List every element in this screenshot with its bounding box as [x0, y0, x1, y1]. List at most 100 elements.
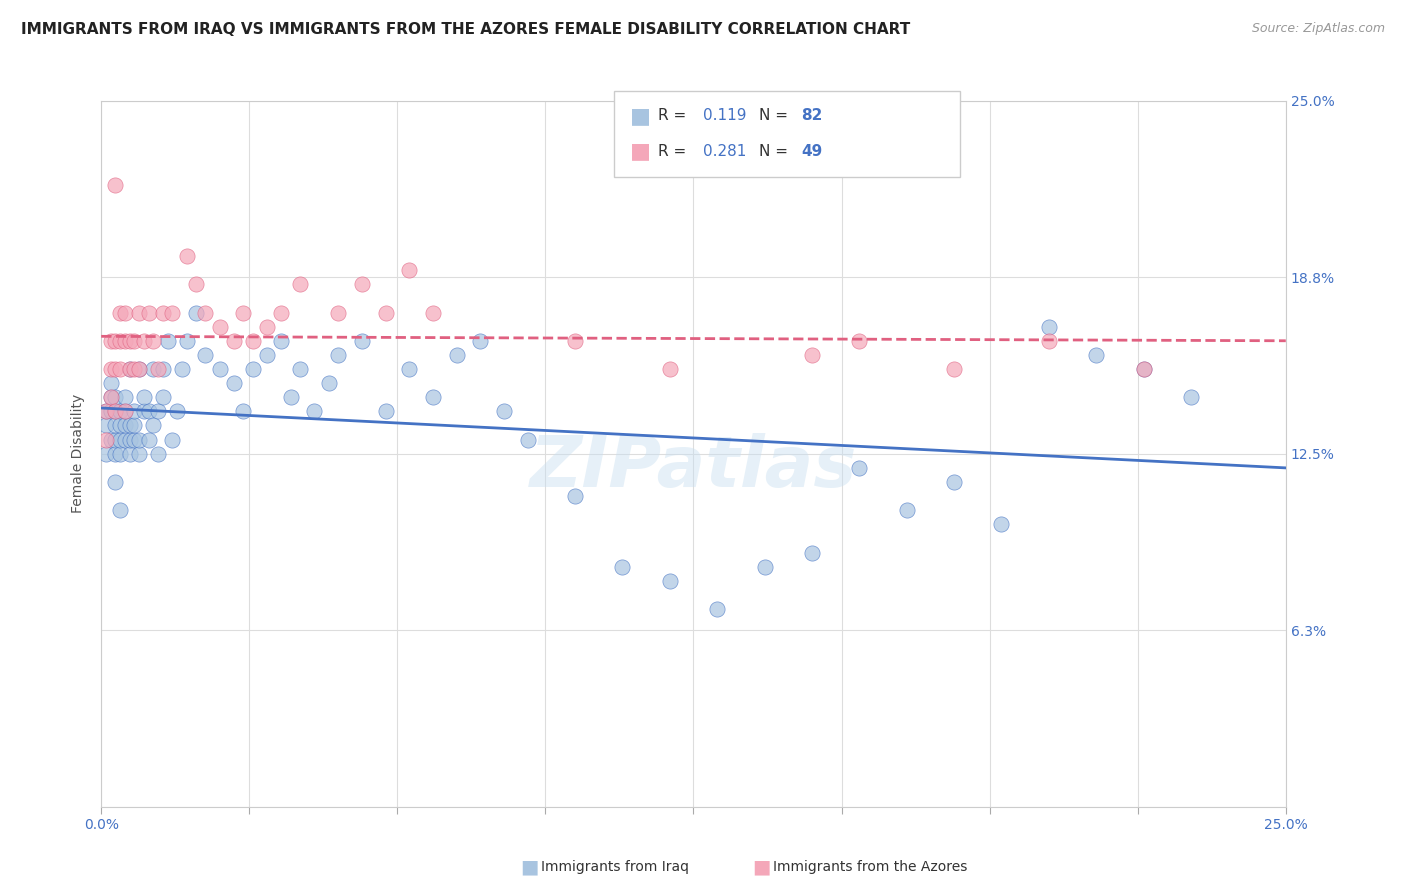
Point	[100, 390, 122, 404]
Point	[104, 404, 127, 418]
Point	[108, 418, 131, 433]
Point	[350, 334, 373, 348]
Point	[104, 390, 127, 404]
Text: 82: 82	[801, 109, 823, 123]
Point	[114, 305, 136, 319]
Text: Source: ZipAtlas.com: Source: ZipAtlas.com	[1251, 22, 1385, 36]
Point	[124, 404, 146, 418]
Point	[800, 545, 823, 559]
Text: ■: ■	[630, 142, 651, 161]
Point	[318, 376, 340, 390]
Point	[100, 362, 122, 376]
Text: N =: N =	[759, 109, 793, 123]
Point	[94, 418, 117, 433]
Point	[170, 362, 193, 376]
Point	[612, 559, 634, 574]
Point	[350, 277, 373, 292]
Point	[94, 404, 117, 418]
Point	[118, 433, 141, 447]
Point	[128, 433, 150, 447]
Point	[990, 517, 1012, 532]
Point	[94, 447, 117, 461]
Point	[896, 503, 918, 517]
Point	[142, 362, 165, 376]
Point	[326, 348, 349, 362]
Point	[290, 362, 312, 376]
Point	[658, 362, 681, 376]
Point	[114, 404, 136, 418]
Point	[422, 390, 444, 404]
Text: 49: 49	[801, 145, 823, 159]
Point	[142, 418, 165, 433]
Point	[943, 475, 966, 489]
Point	[280, 390, 302, 404]
Point	[374, 404, 396, 418]
Point	[658, 574, 681, 588]
Text: ZIPatlas: ZIPatlas	[530, 434, 858, 502]
Point	[146, 447, 169, 461]
Point	[242, 362, 264, 376]
Point	[706, 602, 728, 616]
Text: Immigrants from Iraq: Immigrants from Iraq	[541, 860, 689, 874]
Point	[564, 334, 586, 348]
Point	[176, 249, 198, 263]
Point	[138, 404, 160, 418]
Point	[492, 404, 515, 418]
Point	[142, 334, 165, 348]
Text: ■: ■	[752, 857, 770, 877]
Y-axis label: Female Disability: Female Disability	[72, 394, 86, 513]
Point	[124, 334, 146, 348]
Point	[108, 433, 131, 447]
Point	[104, 475, 127, 489]
Point	[146, 404, 169, 418]
Point	[194, 305, 217, 319]
Text: 0.119: 0.119	[703, 109, 747, 123]
Point	[398, 362, 420, 376]
Text: Immigrants from the Azores: Immigrants from the Azores	[773, 860, 967, 874]
Point	[242, 334, 264, 348]
Point	[152, 362, 174, 376]
Point	[104, 433, 127, 447]
Point	[114, 433, 136, 447]
Point	[104, 404, 127, 418]
Point	[108, 404, 131, 418]
Point	[128, 447, 150, 461]
Point	[100, 376, 122, 390]
Point	[94, 433, 117, 447]
Text: N =: N =	[759, 145, 793, 159]
Point	[138, 433, 160, 447]
Point	[270, 334, 292, 348]
Point	[1085, 348, 1108, 362]
Point	[162, 305, 184, 319]
Point	[108, 305, 131, 319]
Point	[166, 404, 188, 418]
Point	[516, 433, 538, 447]
Point	[152, 390, 174, 404]
Point	[1132, 362, 1154, 376]
Text: ■: ■	[520, 857, 538, 877]
Point	[124, 362, 146, 376]
Point	[156, 334, 179, 348]
Point	[564, 489, 586, 503]
Point	[270, 305, 292, 319]
Point	[138, 305, 160, 319]
Text: R =: R =	[658, 145, 692, 159]
Point	[114, 404, 136, 418]
Point	[290, 277, 312, 292]
Point	[128, 362, 150, 376]
Point	[1038, 319, 1060, 334]
Text: 0.281: 0.281	[703, 145, 747, 159]
Point	[100, 433, 122, 447]
Point	[398, 263, 420, 277]
Point	[326, 305, 349, 319]
Point	[800, 348, 823, 362]
Point	[222, 334, 245, 348]
Point	[132, 390, 155, 404]
Point	[104, 418, 127, 433]
Text: IMMIGRANTS FROM IRAQ VS IMMIGRANTS FROM THE AZORES FEMALE DISABILITY CORRELATION: IMMIGRANTS FROM IRAQ VS IMMIGRANTS FROM …	[21, 22, 910, 37]
Point	[943, 362, 966, 376]
Point	[232, 404, 254, 418]
Point	[124, 418, 146, 433]
Point	[118, 362, 141, 376]
Point	[124, 433, 146, 447]
